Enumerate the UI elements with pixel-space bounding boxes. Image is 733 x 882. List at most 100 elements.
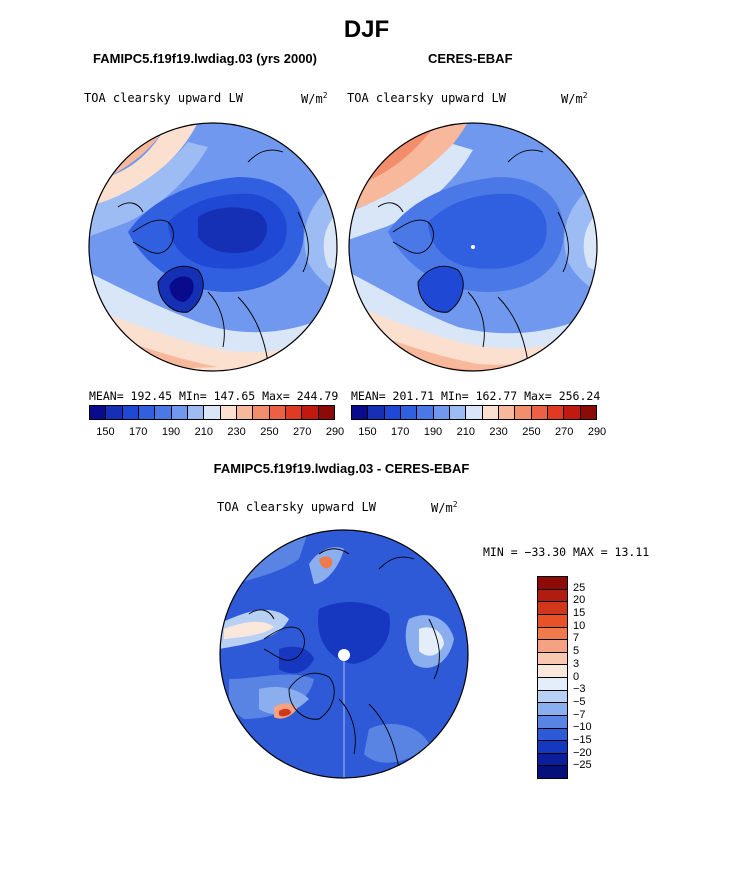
colorbar-swatch — [564, 406, 581, 419]
colorbar-tick-label: 150 — [358, 426, 377, 438]
model-colorbar — [89, 405, 335, 420]
colorbar-swatch — [538, 766, 567, 778]
diff-stats: MIN = −33.30 MAX = 13.11 — [483, 545, 650, 559]
model-units-sup: 2 — [322, 91, 328, 100]
colorbar-swatch — [538, 665, 567, 678]
colorbar-tick-label: −3 — [573, 683, 586, 696]
colorbar-tick-label: −7 — [573, 708, 586, 721]
diff-variable-label: TOA clearsky upward LW — [217, 500, 376, 514]
colorbar-swatch — [90, 406, 107, 419]
colorbar-swatch — [580, 406, 596, 419]
colorbar-tick-label: 230 — [489, 426, 508, 438]
colorbar-swatch — [449, 406, 467, 419]
model-panel-header: FAMIPC5.f19f19.lwdiag.03 (yrs 2000) — [93, 51, 317, 66]
colorbar-tick-label: 15 — [573, 607, 586, 620]
colorbar-tick-label: 3 — [573, 657, 580, 670]
colorbar-tick-label: 5 — [573, 645, 580, 658]
colorbar-swatch — [368, 406, 385, 419]
obs-polar-map — [348, 122, 598, 372]
obs-colorbar — [351, 405, 597, 420]
model-colorbar-ticks: 150 170 190 210 230 250 270 290 — [89, 426, 344, 440]
colorbar-swatch — [538, 728, 567, 742]
model-variable-label: TOA clearsky upward LW — [84, 91, 243, 105]
colorbar-tick-label: 230 — [227, 426, 246, 438]
colorbar-tick-label: 170 — [129, 426, 148, 438]
colorbar-tick-label: 25 — [573, 581, 586, 594]
model-units-label: W/m2 — [301, 91, 328, 106]
colorbar-swatch — [515, 406, 532, 419]
colorbar-tick-label: −15 — [573, 733, 592, 746]
colorbar-tick-label: −5 — [573, 695, 586, 708]
colorbar-tick-label: 270 — [293, 426, 312, 438]
colorbar-swatch — [106, 406, 123, 419]
colorbar-swatch — [538, 627, 567, 641]
colorbar-swatch — [318, 406, 334, 419]
colorbar-swatch — [253, 406, 270, 419]
diff-units-sup: 2 — [452, 500, 458, 509]
obs-units-sup: 2 — [582, 91, 588, 100]
colorbar-swatch — [538, 602, 567, 615]
colorbar-swatch — [352, 406, 369, 419]
season-title: DJF — [343, 16, 390, 43]
colorbar-swatch — [302, 406, 319, 419]
colorbar-swatch — [220, 406, 237, 419]
colorbar-swatch — [171, 406, 188, 419]
colorbar-tick-label: 210 — [456, 426, 475, 438]
colorbar-swatch — [531, 406, 548, 419]
colorbar-swatch — [433, 406, 450, 419]
colorbar-swatch — [538, 715, 567, 729]
colorbar-swatch — [498, 406, 516, 419]
colorbar-swatch — [482, 406, 499, 419]
colorbar-swatch — [538, 741, 567, 754]
colorbar-tick-label: 210 — [194, 426, 213, 438]
colorbar-swatch — [417, 406, 434, 419]
diff-units: W/m — [431, 501, 453, 515]
colorbar-tick-label: 20 — [573, 594, 586, 607]
colorbar-tick-label: 10 — [573, 619, 586, 632]
colorbar-swatch — [236, 406, 254, 419]
colorbar-tick-label: 190 — [161, 426, 181, 438]
obs-units: W/m — [561, 92, 583, 106]
obs-colorbar-ticks: 150 170 190 210 230 250 270 290 — [351, 426, 606, 440]
diff-colorbar-ticks: 25 20 15 10 7 5 3 0 −3 −5 −7 −10 −15 −20 −25 — [573, 576, 613, 779]
diff-colorbar — [537, 576, 568, 779]
colorbar-swatch — [538, 690, 567, 704]
colorbar-swatch — [538, 753, 567, 767]
colorbar-tick-label: 290 — [325, 426, 345, 438]
colorbar-swatch — [187, 406, 205, 419]
colorbar-swatch — [384, 406, 401, 419]
colorbar-tick-label: 190 — [423, 426, 443, 438]
colorbar-tick-label: −20 — [573, 746, 592, 759]
colorbar-tick-label: 250 — [522, 426, 541, 438]
colorbar-swatch — [538, 589, 567, 603]
colorbar-swatch — [138, 406, 156, 419]
colorbar-swatch — [538, 614, 567, 628]
colorbar-swatch — [466, 406, 483, 419]
diff-polar-map — [219, 529, 469, 779]
colorbar-swatch — [269, 406, 286, 419]
colorbar-tick-label: −25 — [573, 759, 592, 772]
colorbar-tick-label: 150 — [96, 426, 115, 438]
colorbar-swatch — [155, 406, 172, 419]
model-polar-map — [88, 122, 338, 372]
colorbar-tick-label: 250 — [260, 426, 279, 438]
colorbar-swatch — [538, 652, 567, 666]
colorbar-swatch — [122, 406, 139, 419]
colorbar-swatch — [538, 703, 567, 716]
colorbar-tick-label: 0 — [573, 670, 580, 683]
colorbar-swatch — [547, 406, 565, 419]
colorbar-swatch — [538, 640, 567, 653]
model-stats: MEAN= 192.45 MIn= 147.65 Max= 244.79 — [89, 389, 339, 403]
diff-panel-header: FAMIPC5.f19f19.lwdiag.03 - CERES-EBAF — [213, 461, 470, 476]
colorbar-tick-label: 170 — [391, 426, 410, 438]
colorbar-swatch — [204, 406, 221, 419]
model-units: W/m — [301, 92, 323, 106]
colorbar-tick-label: −10 — [573, 721, 592, 734]
colorbar-tick-label: 7 — [573, 632, 580, 645]
colorbar-swatch — [538, 678, 567, 691]
colorbar-swatch — [538, 577, 567, 590]
colorbar-swatch — [285, 406, 303, 419]
colorbar-tick-label: 290 — [587, 426, 607, 438]
colorbar-swatch — [400, 406, 418, 419]
colorbar-tick-label: 270 — [555, 426, 574, 438]
